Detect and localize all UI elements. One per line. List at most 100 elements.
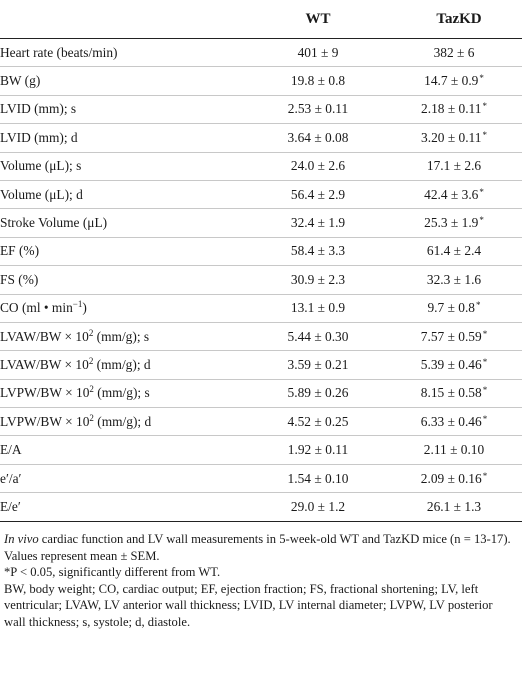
row-label-text: Volume (μL); s: [0, 158, 82, 174]
tazkd-cell: 382 ± 6: [386, 39, 522, 67]
wt-value: 1.92 ± 0.11: [287, 442, 349, 458]
tazkd-cell: 42.4 ± 3.6*: [386, 180, 522, 208]
row-label-text: E/A: [0, 442, 22, 458]
tazkd-cell: 8.15 ± 0.58*: [386, 379, 522, 407]
significance-note: *P < 0.05, significantly different from …: [4, 565, 221, 580]
tazkd-cell: 2.09 ± 0.16*: [386, 464, 522, 492]
significance-marker: *: [479, 215, 484, 226]
row-label-text: E/e′: [0, 498, 21, 514]
row-label: LVAW/BW × 102 (mm/g); s: [0, 322, 250, 350]
tazkd-cell: 2.11 ± 0.10: [386, 436, 522, 464]
tazkd-value: 2.09 ± 0.16: [420, 470, 482, 486]
tazkd-value: 25.3 ± 1.9: [424, 215, 479, 231]
row-label-text: Volume (μL); d: [0, 186, 83, 202]
table-row: Volume (μL); d 56.4 ± 2.9 42.4 ± 3.6*: [0, 180, 522, 209]
table-row: Stroke Volume (μL) 32.4 ± 1.9 25.3 ± 1.9*: [0, 209, 522, 238]
table-row: EF (%) 58.4 ± 3.3 61.4 ± 2.4: [0, 237, 522, 266]
significance-marker: *: [476, 300, 481, 311]
significance-marker: *: [479, 186, 484, 197]
tazkd-value: 2.18 ± 0.11: [421, 101, 482, 117]
row-label: Volume (μL); s: [0, 152, 250, 180]
tazkd-cell: 7.57 ± 0.59*: [386, 322, 522, 350]
tazkd-cell: 2.18 ± 0.11*: [386, 95, 522, 123]
row-label-suffix: (mm/g); s: [93, 328, 150, 344]
table-row: E/e′ 29.0 ± 1.2 26.1 ± 1.3: [0, 493, 522, 522]
table-body: Heart rate (beats/min) 401 ± 9 382 ± 6 BW (…: [0, 39, 522, 522]
row-label-suffix: (mm/g); s: [93, 385, 150, 401]
row-label-text: CO (ml • min: [0, 300, 73, 316]
wt-value: 29.0 ± 1.2: [290, 498, 346, 514]
tazkd-value: 5.39 ± 0.46: [420, 356, 482, 372]
table-row: Volume (μL); s 24.0 ± 2.6 17.1 ± 2.6: [0, 152, 522, 181]
header-wt: WT: [305, 10, 331, 27]
table-row: FS (%) 30.9 ± 2.3 32.3 ± 1.6: [0, 266, 522, 295]
table-row: LVPW/BW × 102 (mm/g); s 5.89 ± 0.26 8.15 ±…: [0, 379, 522, 408]
table-row: E/A 1.92 ± 0.11 2.11 ± 0.10: [0, 436, 522, 465]
wt-value: 401 ± 9: [297, 44, 339, 60]
measurements-table: WT TazKD Heart rate (beats/min) 401 ± 9 38…: [0, 0, 522, 522]
table-row: LVAW/BW × 102 (mm/g); d 3.59 ± 0.21 5.39 ±…: [0, 351, 522, 380]
row-label-text: LVAW/BW × 10: [0, 356, 89, 372]
row-label: e′/a′: [0, 464, 250, 492]
tazkd-cell: 14.7 ± 0.9*: [386, 67, 522, 95]
significance-marker: *: [482, 129, 487, 140]
tazkd-cell: 3.20 ± 0.11*: [386, 124, 522, 152]
tazkd-value: 6.33 ± 0.46: [420, 413, 482, 429]
table-row: Heart rate (beats/min) 401 ± 9 382 ± 6: [0, 39, 522, 67]
row-label: Heart rate (beats/min): [0, 39, 250, 67]
tazkd-cell: 6.33 ± 0.46*: [386, 408, 522, 436]
tazkd-cell: 32.3 ± 1.6: [386, 266, 522, 294]
wt-value: 5.44 ± 0.30: [287, 328, 349, 344]
row-label-superscript: 2: [89, 384, 94, 395]
tazkd-cell: 61.4 ± 2.4: [386, 237, 522, 265]
significance-marker: *: [482, 470, 488, 481]
significance-marker: *: [482, 413, 488, 424]
tazkd-cell: 26.1 ± 1.3: [386, 493, 522, 521]
tazkd-cell: 9.7 ± 0.8*: [386, 294, 522, 322]
row-label: LVPW/BW × 102 (mm/g); s: [0, 379, 250, 407]
row-label-suffix: (mm/g); d: [93, 413, 152, 429]
wt-value: 2.53 ± 0.11: [287, 101, 349, 117]
table-row: LVAW/BW × 102 (mm/g); s 5.44 ± 0.30 7.57 ±…: [0, 322, 522, 351]
significance-marker: *: [482, 328, 488, 339]
row-label: Stroke Volume (μL): [0, 209, 250, 237]
tazkd-value: 9.7 ± 0.8: [427, 300, 476, 316]
table-row: CO (ml • min−1) 13.1 ± 0.9 9.7 ± 0.8*: [0, 294, 522, 323]
caption-note: In vivo cardiac function and LV wall mea…: [4, 531, 516, 564]
row-label-text: Heart rate (beats/min): [0, 44, 118, 60]
wt-value: 58.4 ± 3.3: [290, 243, 346, 259]
row-label-text: e′/a′: [0, 470, 22, 486]
significance-marker: *: [482, 385, 488, 396]
row-label-text: EF (%): [0, 243, 40, 259]
table-footnotes: In vivo cardiac function and LV wall mea…: [4, 531, 516, 631]
row-label-superscript: 2: [89, 412, 94, 423]
row-label-suffix: (mm/g); d: [93, 356, 151, 372]
row-label: CO (ml • min−1): [0, 294, 250, 322]
tazkd-value: 17.1 ± 2.6: [426, 158, 482, 174]
row-label: LVPW/BW × 102 (mm/g); d: [0, 408, 250, 436]
row-label: E/A: [0, 436, 250, 464]
wt-value: 3.64 ± 0.08: [287, 129, 349, 145]
wt-value: 5.89 ± 0.26: [287, 385, 349, 401]
wt-value: 19.8 ± 0.8: [290, 73, 346, 89]
row-label-text: LVID (mm); d: [0, 129, 78, 145]
tazkd-value: 14.7 ± 0.9: [424, 73, 479, 89]
header-empty: [0, 0, 250, 39]
table-row: LVPW/BW × 102 (mm/g); d 4.52 ± 0.25 6.33 ±…: [0, 408, 522, 436]
row-label: FS (%): [0, 266, 250, 294]
header-tazkd: TazKD: [436, 10, 482, 27]
tazkd-value: 7.57 ± 0.59: [420, 328, 482, 344]
table-row: LVID (mm); s 2.53 ± 0.11 2.18 ± 0.11*: [0, 95, 522, 124]
row-label: BW (g): [0, 67, 250, 95]
wt-value: 32.4 ± 1.9: [290, 215, 346, 231]
row-label: E/e′: [0, 493, 250, 521]
row-label: LVID (mm); d: [0, 124, 250, 152]
row-label: Volume (μL); d: [0, 180, 250, 208]
wt-value: 3.59 ± 0.21: [287, 356, 349, 372]
row-label-text: Stroke Volume (μL): [0, 215, 108, 231]
tazkd-value: 8.15 ± 0.58: [420, 385, 482, 401]
tazkd-value: 382 ± 6: [433, 44, 475, 60]
tazkd-cell: 5.39 ± 0.46*: [386, 351, 522, 379]
tazkd-value: 2.11 ± 0.10: [423, 442, 485, 458]
wt-value: 13.1 ± 0.9: [290, 300, 346, 316]
